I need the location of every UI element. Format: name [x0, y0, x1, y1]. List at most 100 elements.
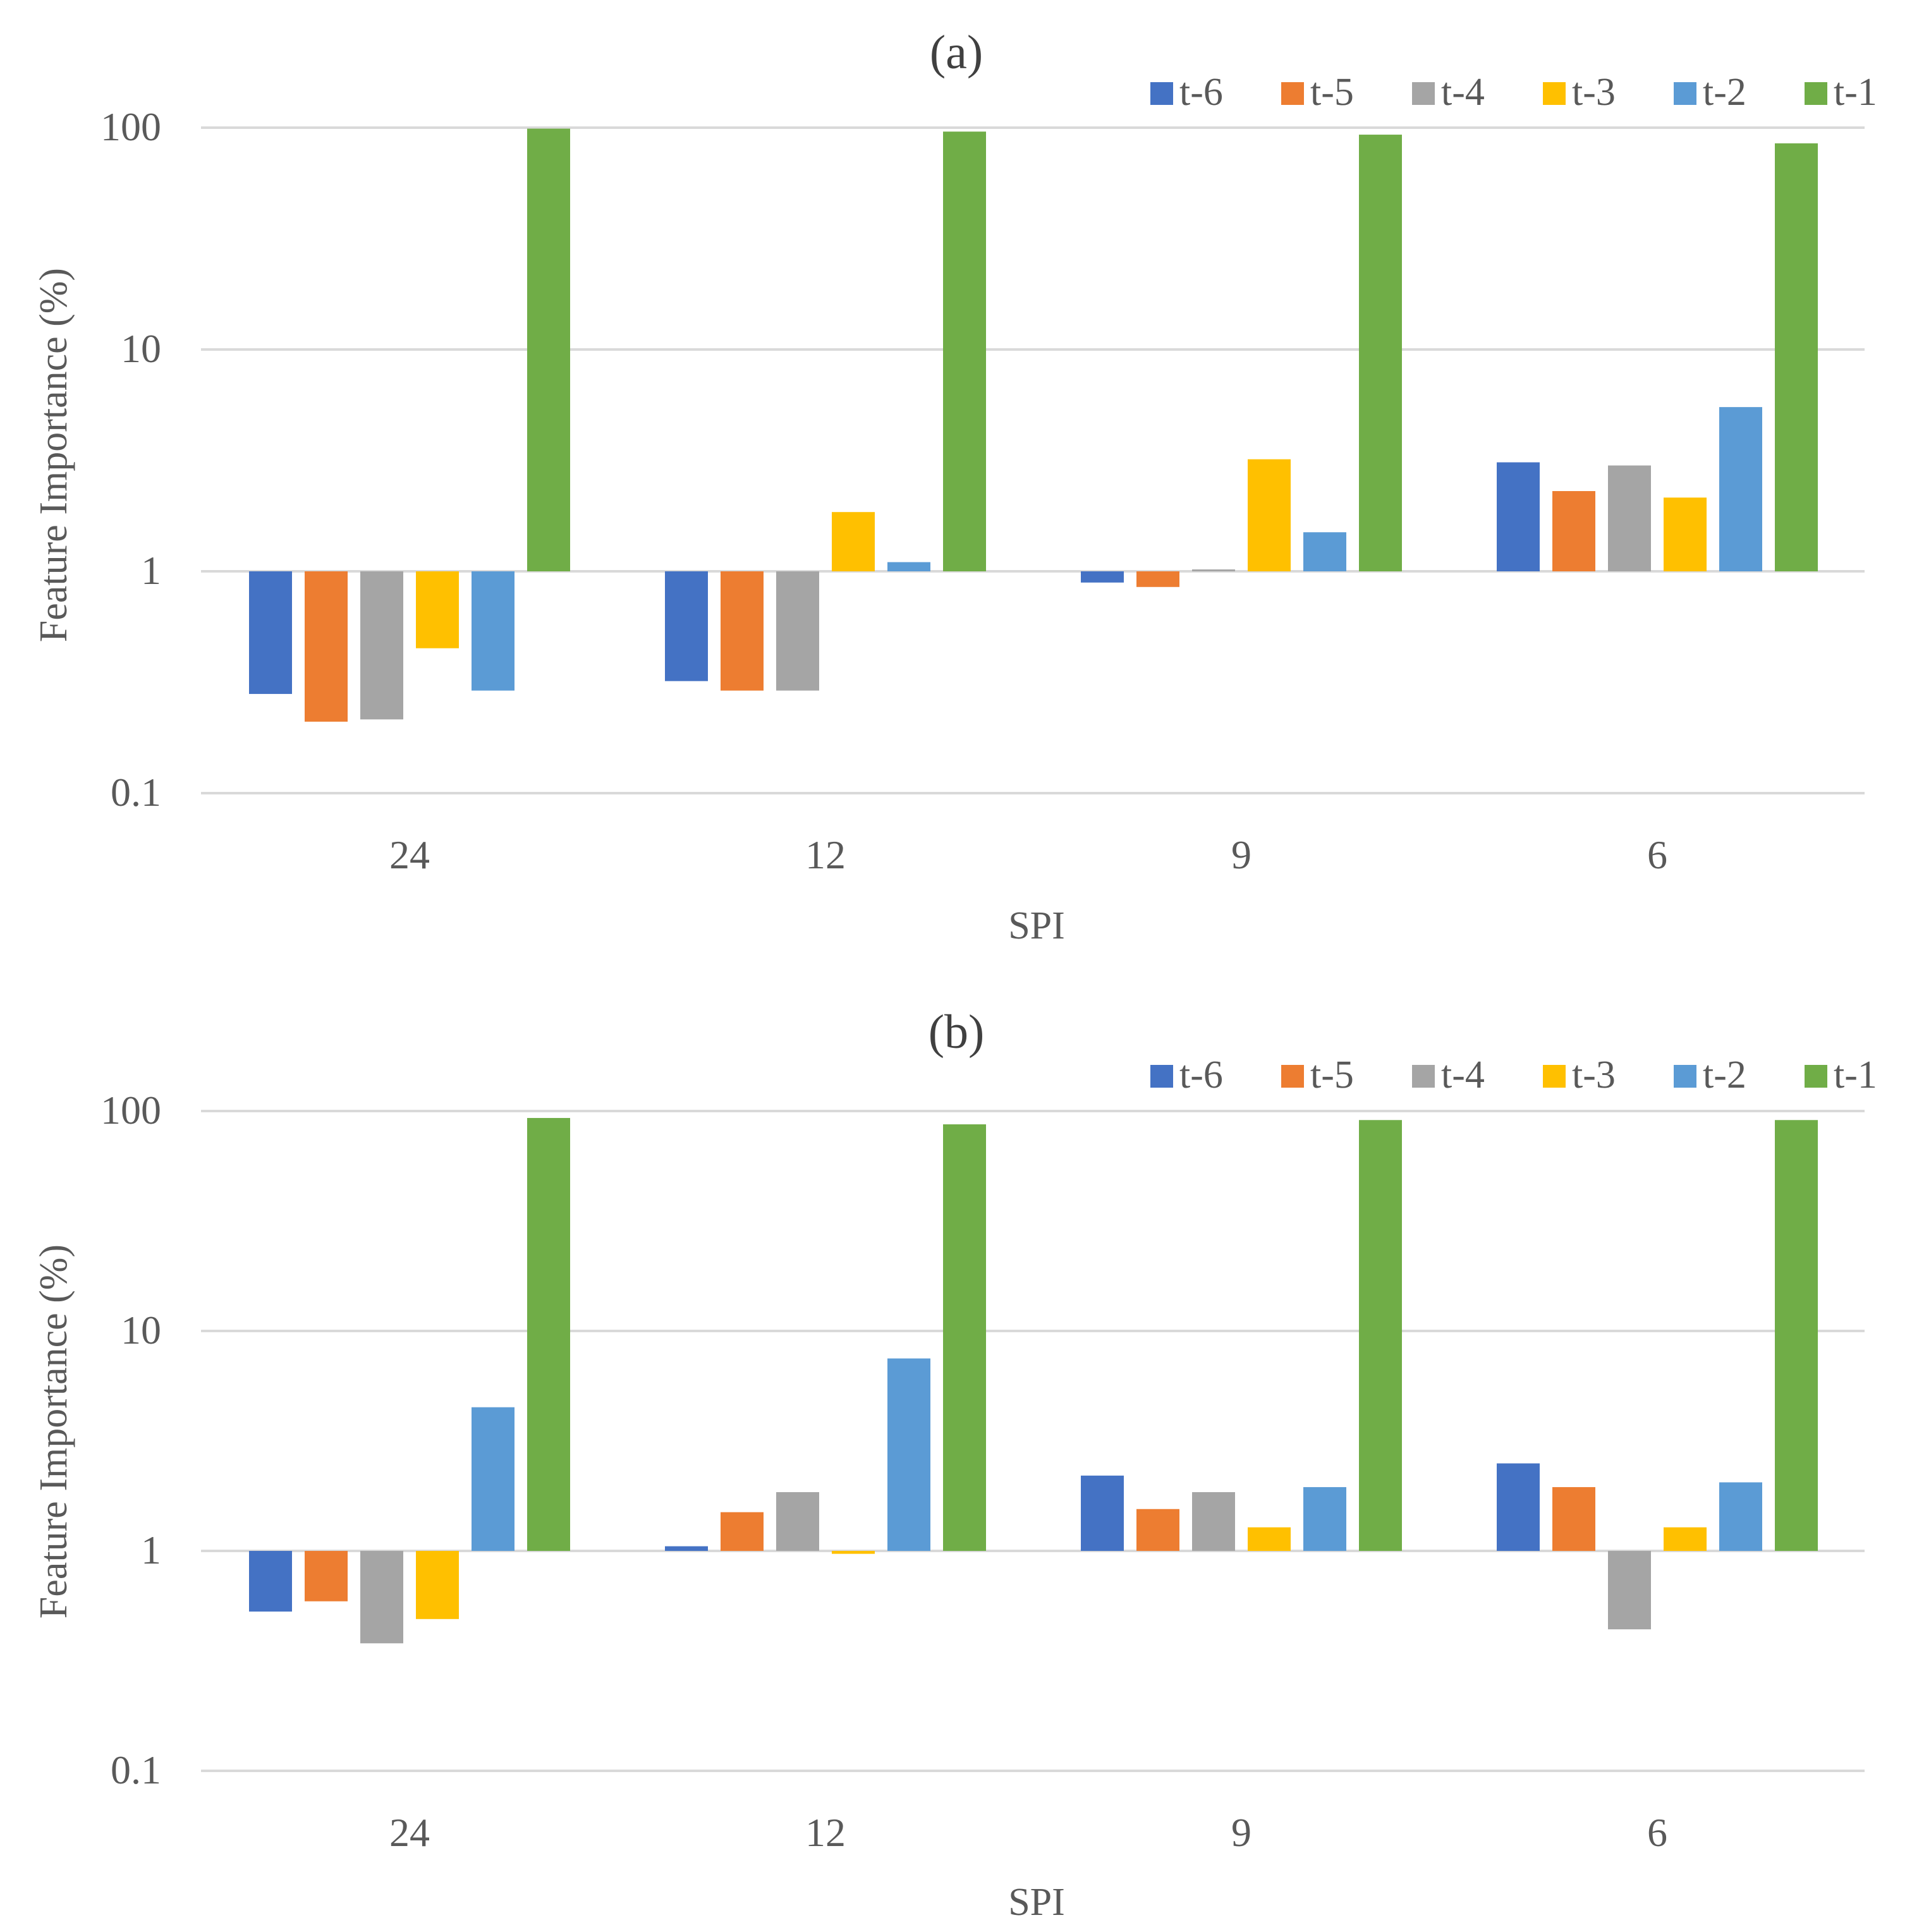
legend-label: t-4	[1441, 1054, 1485, 1097]
y-axis-title: Feature Importance (%)	[32, 1244, 75, 1619]
bar-t-4-spi-24	[360, 571, 403, 720]
bar-t-5-spi-9	[1136, 571, 1179, 587]
bar-t-1-spi-9	[1359, 135, 1402, 571]
y-tick-label: 10	[121, 1308, 161, 1352]
bar-t-2-spi-9	[1303, 532, 1346, 571]
bar-t-2-spi-6	[1719, 407, 1762, 571]
legend-swatch	[1543, 1065, 1566, 1088]
legend-swatch	[1412, 1065, 1435, 1088]
bars	[249, 128, 1818, 722]
bar-t-2-spi-6	[1719, 1482, 1762, 1551]
bar-t-4-spi-6	[1608, 465, 1651, 571]
legend-label: t-6	[1179, 71, 1223, 114]
bar-t-5-spi-24	[305, 571, 348, 722]
bar-t-6-spi-9	[1081, 571, 1124, 583]
bar-t-1-spi-6	[1775, 1120, 1818, 1551]
bar-t-1-spi-12	[943, 131, 986, 572]
gridlines	[201, 1110, 1865, 1772]
bar-t-6-spi-12	[665, 571, 708, 681]
bar-t-4-spi-9	[1192, 569, 1235, 571]
bar-t-5-spi-6	[1552, 491, 1595, 571]
x-tick-label: 6	[1647, 832, 1667, 877]
bar-t-5-spi-12	[721, 1512, 764, 1551]
y-tick-label: 0.1	[111, 1747, 161, 1792]
bar-t-6-spi-6	[1497, 1463, 1540, 1551]
bar-t-3-spi-6	[1664, 1527, 1707, 1551]
bar-t-6-spi-6	[1497, 462, 1540, 571]
bar-t-2-spi-24	[472, 1407, 515, 1551]
y-tick-label: 100	[100, 104, 161, 149]
x-tick-label: 12	[805, 832, 846, 877]
bar-t-3-spi-12	[832, 512, 875, 571]
legend-swatch	[1150, 1065, 1173, 1088]
bar-t-1-spi-24	[527, 1117, 570, 1551]
legend-label: t-3	[1572, 1054, 1616, 1097]
chart-title: (a)	[930, 26, 983, 79]
bar-t-4-spi-12	[776, 571, 819, 691]
bar-t-1-spi-24	[527, 128, 570, 571]
legend-label: t-5	[1310, 1054, 1354, 1097]
bar-t-4-spi-6	[1608, 1551, 1651, 1630]
bar-t-5-spi-9	[1136, 1509, 1179, 1551]
bar-t-6-spi-24	[249, 571, 292, 695]
legend-swatch	[1412, 82, 1435, 105]
legend-label: t-2	[1703, 1054, 1746, 1097]
bar-t-4-spi-9	[1192, 1492, 1235, 1551]
legend-swatch	[1281, 82, 1304, 105]
bar-t-6-spi-24	[249, 1551, 292, 1612]
bar-t-3-spi-9	[1248, 459, 1291, 571]
bar-t-2-spi-12	[887, 562, 930, 571]
legend-swatch	[1805, 1065, 1827, 1088]
legend-swatch	[1543, 82, 1566, 105]
y-tick-label: 100	[100, 1088, 161, 1133]
legend-label: t-1	[1834, 71, 1877, 114]
bar-t-2-spi-12	[887, 1358, 930, 1551]
y-tick-label: 10	[121, 326, 161, 371]
bar-t-3-spi-24	[416, 1551, 459, 1619]
bar-t-2-spi-24	[472, 571, 515, 691]
bar-t-2-spi-9	[1303, 1487, 1346, 1551]
legend-swatch	[1805, 82, 1827, 105]
bar-t-3-spi-9	[1248, 1527, 1291, 1551]
x-tick-label: 9	[1231, 1810, 1251, 1855]
chart-panel-a: (a) t-6 t-5 t-4 t-3 t-2 t-1 0.1 1 10 100 24 1…	[32, 26, 1877, 947]
x-tick-label: 9	[1231, 832, 1251, 877]
bar-t-1-spi-12	[943, 1124, 986, 1551]
bar-t-4-spi-24	[360, 1551, 403, 1644]
bar-t-1-spi-9	[1359, 1120, 1402, 1551]
x-tick-label: 24	[389, 1810, 430, 1855]
x-axis-tick-labels: 24 12 9 6	[389, 832, 1667, 877]
bar-t-6-spi-12	[665, 1546, 708, 1551]
legend-label: t-6	[1179, 1054, 1223, 1097]
legend-label: t-3	[1572, 71, 1616, 114]
x-tick-label: 12	[805, 1810, 846, 1855]
legend-swatch	[1674, 1065, 1696, 1088]
y-tick-label: 1	[141, 548, 161, 593]
chart-panel-b: (b) t-6 t-5 t-4 t-3 t-2 t-1 0.1 1 10 100 24 1…	[32, 1005, 1877, 1924]
legend-swatch	[1281, 1065, 1304, 1088]
bar-t-3-spi-6	[1664, 497, 1707, 571]
chart-title: (b)	[929, 1005, 985, 1059]
x-axis-title: SPI	[1008, 904, 1065, 947]
legend-label: t-4	[1441, 71, 1485, 114]
x-axis-tick-labels: 24 12 9 6	[389, 1810, 1667, 1855]
bar-t-6-spi-9	[1081, 1475, 1124, 1551]
x-tick-label: 24	[389, 832, 430, 877]
y-tick-label: 0.1	[111, 770, 161, 815]
y-axis-title: Feature Importance (%)	[32, 268, 75, 642]
legend-swatch	[1674, 82, 1696, 105]
y-tick-label: 1	[141, 1528, 161, 1572]
legend-label: t-2	[1703, 71, 1746, 114]
bar-t-3-spi-24	[416, 571, 459, 648]
legend-label: t-1	[1834, 1054, 1877, 1097]
bar-t-5-spi-12	[721, 571, 764, 691]
legend: t-6 t-5 t-4 t-3 t-2 t-1	[1150, 71, 1877, 114]
gridlines	[201, 126, 1865, 794]
y-axis-tick-labels: 0.1 1 10 100	[100, 104, 161, 815]
legend-label: t-5	[1310, 71, 1354, 114]
legend: t-6 t-5 t-4 t-3 t-2 t-1	[1150, 1054, 1877, 1097]
bar-t-3-spi-12	[832, 1551, 875, 1554]
y-axis-tick-labels: 0.1 1 10 100	[100, 1088, 161, 1792]
bar-t-5-spi-6	[1552, 1487, 1595, 1551]
